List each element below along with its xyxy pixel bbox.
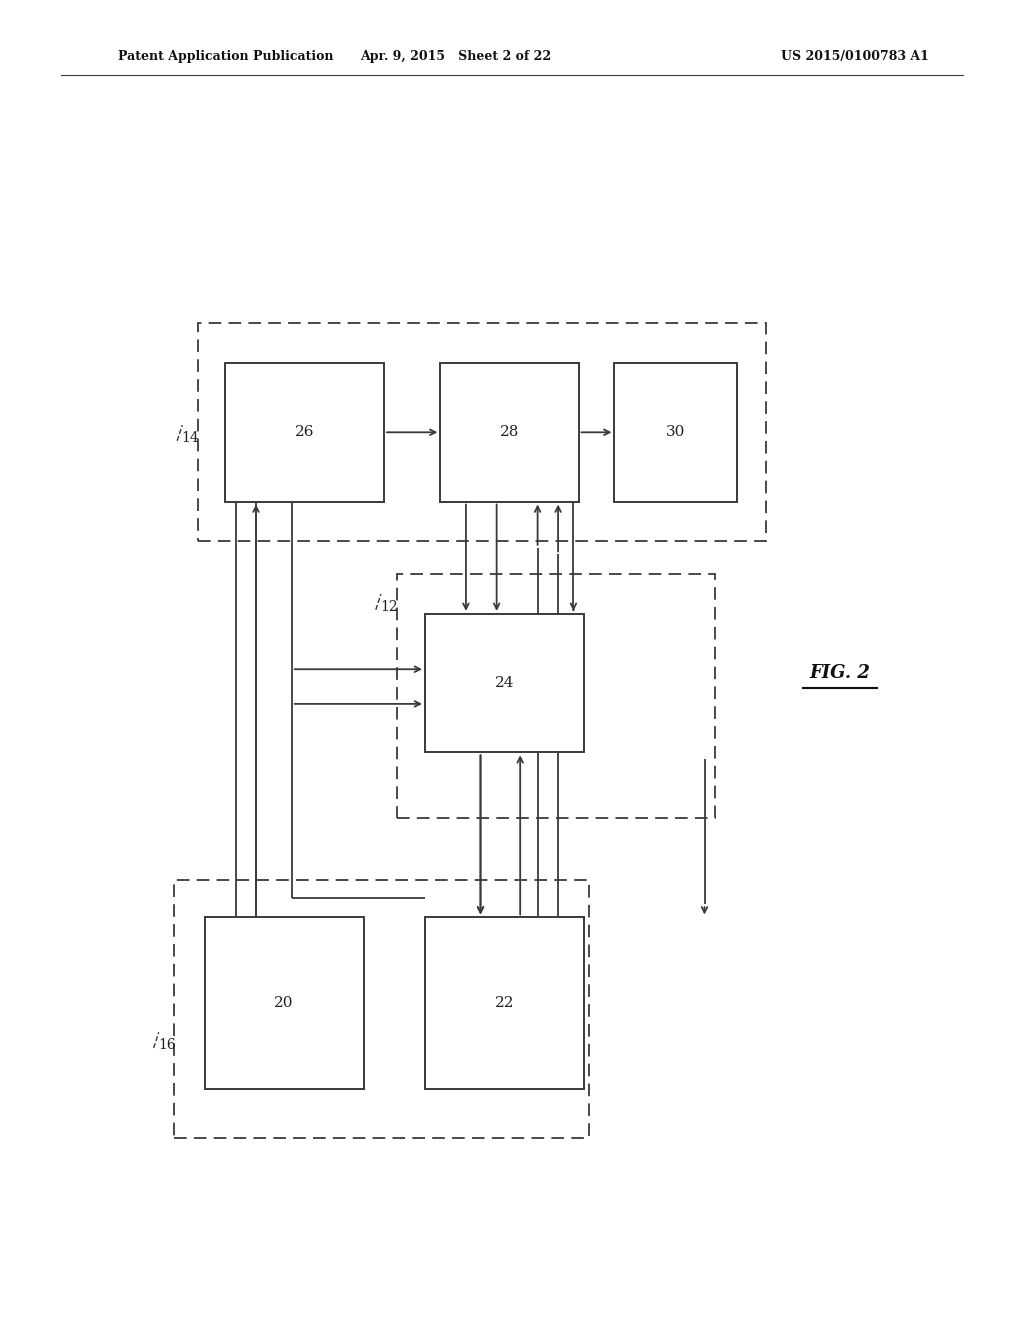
- Bar: [205, 917, 364, 1089]
- Text: 26: 26: [295, 425, 314, 440]
- Bar: [614, 363, 737, 502]
- Text: 14: 14: [181, 432, 200, 445]
- Bar: [425, 917, 584, 1089]
- Bar: [440, 363, 579, 502]
- Text: 20: 20: [274, 997, 294, 1010]
- Text: US 2015/0100783 A1: US 2015/0100783 A1: [781, 50, 929, 63]
- Text: Patent Application Publication: Patent Application Publication: [118, 50, 333, 63]
- Text: 22: 22: [495, 997, 514, 1010]
- Bar: [174, 880, 589, 1138]
- Bar: [225, 363, 384, 502]
- Bar: [397, 574, 715, 818]
- Text: 16: 16: [158, 1039, 176, 1052]
- Text: 28: 28: [500, 425, 519, 440]
- Bar: [198, 323, 766, 541]
- Text: 24: 24: [495, 676, 514, 690]
- Bar: [425, 614, 584, 752]
- Text: Apr. 9, 2015   Sheet 2 of 22: Apr. 9, 2015 Sheet 2 of 22: [360, 50, 551, 63]
- Text: 12: 12: [380, 601, 398, 614]
- Text: 30: 30: [667, 425, 685, 440]
- Text: FIG. 2: FIG. 2: [809, 664, 870, 682]
